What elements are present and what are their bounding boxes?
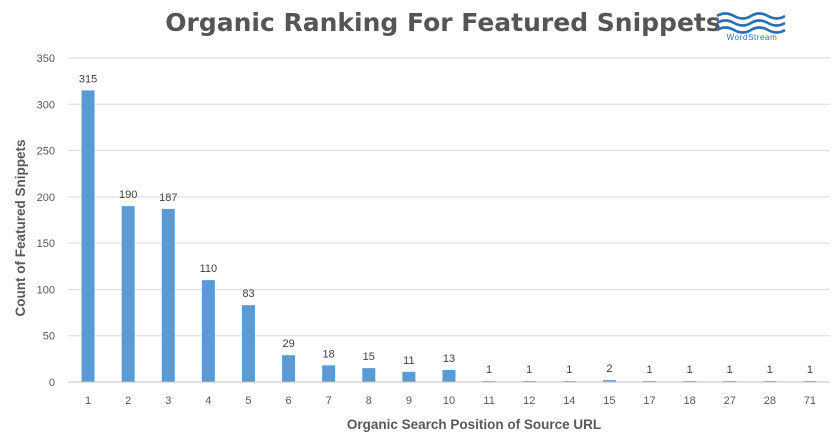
x-tick-label-14: 14 <box>563 395 575 407</box>
y-tick-label: 350 <box>37 53 55 65</box>
y-tick-label: 50 <box>43 331 55 343</box>
x-tick-label-5: 5 <box>245 395 251 407</box>
x-tick-label-2: 2 <box>125 395 131 407</box>
x-tick-label-7: 7 <box>326 395 332 407</box>
y-tick-label: 200 <box>37 192 55 204</box>
x-axis-title: Organic Search Position of Source URL <box>347 417 601 432</box>
bar-3 <box>161 208 175 382</box>
x-tick-label-6: 6 <box>286 395 292 407</box>
data-label-1: 315 <box>79 73 97 85</box>
bar-8 <box>362 368 376 382</box>
bar-5 <box>241 305 255 382</box>
x-tick-label-18: 18 <box>684 395 696 407</box>
bar-4 <box>201 280 215 382</box>
x-tick-label-3: 3 <box>165 395 171 407</box>
data-label-6: 29 <box>282 338 294 350</box>
bar-7 <box>322 365 336 382</box>
bar-15 <box>602 380 616 382</box>
data-label-15: 2 <box>606 363 612 375</box>
x-tick-label-1: 1 <box>85 395 91 407</box>
data-label-17: 1 <box>646 364 652 376</box>
data-label-8: 15 <box>363 351 375 363</box>
data-label-71: 1 <box>807 364 813 376</box>
data-label-12: 1 <box>526 364 532 376</box>
y-tick-label: 300 <box>37 99 55 111</box>
bar-10 <box>442 369 456 382</box>
bar-2 <box>121 206 135 382</box>
bar-1 <box>81 90 95 383</box>
data-label-28: 1 <box>767 364 773 376</box>
x-tick-label-17: 17 <box>643 395 655 407</box>
x-tick-label-71: 71 <box>804 395 816 407</box>
data-label-7: 18 <box>323 348 335 360</box>
data-label-18: 1 <box>687 364 693 376</box>
x-tick-label-11: 11 <box>483 395 494 407</box>
chart-title: Organic Ranking For Featured Snippets <box>165 8 721 37</box>
bar-9 <box>402 371 416 382</box>
y-axis-title: Count of Featured Snippets <box>13 140 28 317</box>
y-axis-ticks: 0 50 100 150 200 250 300 350 <box>37 53 55 389</box>
data-label-10: 13 <box>443 353 455 365</box>
x-tick-label-15: 15 <box>603 395 615 407</box>
data-label-3: 187 <box>159 192 177 204</box>
x-axis-ticks: 1 2 3 4 5 6 7 8 9 10 11 12 14 15 17 18 27 28 71 <box>85 395 816 407</box>
y-tick-label: 100 <box>37 284 55 296</box>
data-label-11: 1 <box>486 364 492 376</box>
y-tick-label: 150 <box>37 238 55 250</box>
y-tick-label: 0 <box>49 377 55 389</box>
x-tick-label-4: 4 <box>205 395 211 407</box>
x-tick-label-28: 28 <box>764 395 776 407</box>
bars <box>81 90 817 383</box>
data-label-14: 1 <box>566 364 572 376</box>
x-tick-label-9: 9 <box>406 395 412 407</box>
x-tick-label-27: 27 <box>724 395 736 407</box>
x-tick-label-10: 10 <box>443 395 455 407</box>
x-tick-label-12: 12 <box>523 395 535 407</box>
wave-icon <box>716 12 786 34</box>
data-label-2: 190 <box>119 189 137 201</box>
x-tick-label-8: 8 <box>366 395 372 407</box>
data-label-27: 1 <box>727 364 733 376</box>
wordstream-logo: WordStream <box>716 12 786 42</box>
data-label-5: 83 <box>242 288 254 300</box>
bar-6 <box>282 355 296 382</box>
data-label-9: 11 <box>403 355 414 367</box>
data-label-4: 110 <box>200 263 218 275</box>
gridlines <box>68 57 830 337</box>
logo-text: WordStream <box>727 33 778 42</box>
y-tick-label: 250 <box>37 146 55 158</box>
